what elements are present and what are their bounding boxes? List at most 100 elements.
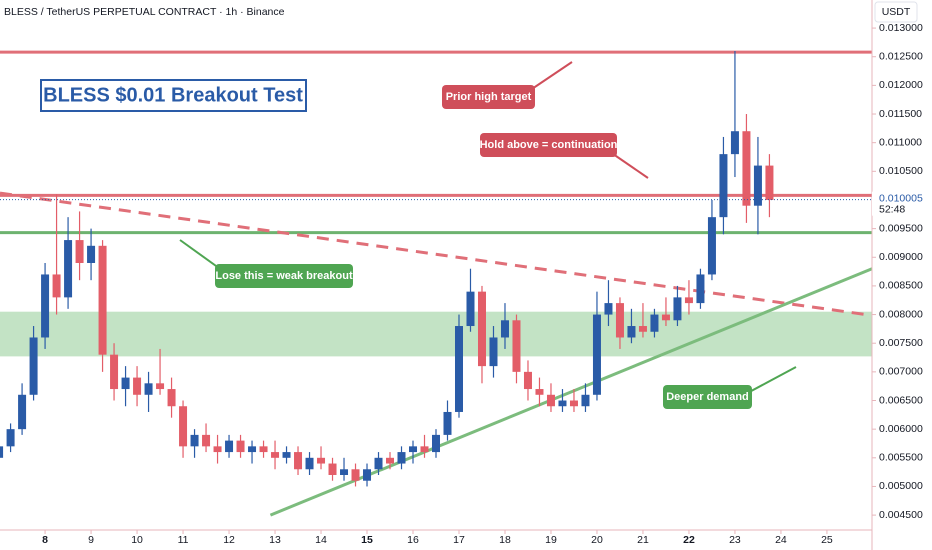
x-tick-label: 9 bbox=[88, 534, 94, 546]
price-tag-countdown: 52:48 bbox=[879, 203, 905, 215]
header: BLESS / TetherUS PERPETUAL CONTRACT · 1h… bbox=[4, 6, 285, 18]
x-tick-label: 20 bbox=[591, 534, 603, 546]
plot-area bbox=[0, 50, 873, 517]
y-tick-label: 0.010500 bbox=[879, 165, 923, 177]
x-tick-label: 10 bbox=[131, 534, 143, 546]
y-tick-label: 0.005000 bbox=[879, 480, 923, 492]
y-tick-label: 0.011500 bbox=[879, 108, 922, 120]
candle-body bbox=[650, 314, 659, 332]
candle-body bbox=[466, 291, 475, 327]
callout-text: Lose this = weak breakout bbox=[215, 270, 353, 282]
callout-text: Deeper demand bbox=[666, 391, 749, 403]
candle-body bbox=[765, 165, 774, 200]
callout-text: Prior high target bbox=[446, 91, 532, 103]
candle-body bbox=[6, 429, 15, 447]
x-tick-label: 25 bbox=[821, 534, 833, 546]
candle-body bbox=[443, 411, 452, 435]
y-tick-label: 0.007500 bbox=[879, 337, 923, 349]
candle-body bbox=[500, 320, 509, 338]
candle-body bbox=[133, 377, 142, 395]
candle-body bbox=[225, 440, 234, 453]
chart-title: BLESS $0.01 Breakout Test bbox=[43, 84, 303, 106]
candle-body bbox=[363, 469, 372, 481]
candle-body bbox=[121, 377, 130, 390]
candle-body bbox=[581, 394, 590, 407]
candle-body bbox=[282, 452, 291, 458]
candle-body bbox=[87, 245, 96, 263]
candle-body bbox=[98, 245, 107, 355]
candle-body bbox=[29, 337, 38, 395]
candle-body bbox=[167, 389, 176, 407]
x-tick-label: 17 bbox=[453, 534, 465, 546]
candle-body bbox=[259, 446, 268, 453]
candle-body bbox=[351, 469, 360, 481]
candle-body bbox=[340, 469, 349, 475]
y-tick-label: 0.005500 bbox=[879, 452, 923, 464]
candle-body bbox=[638, 326, 647, 332]
candle-body bbox=[202, 434, 211, 447]
candle-body bbox=[627, 326, 636, 338]
candle-body bbox=[569, 400, 578, 407]
candle-body bbox=[615, 303, 624, 338]
y-tick-label: 0.012000 bbox=[879, 79, 923, 91]
candle-body bbox=[248, 446, 257, 453]
x-tick-label: 13 bbox=[269, 534, 281, 546]
candle-body bbox=[18, 394, 27, 430]
callout-box bbox=[663, 385, 752, 409]
y-tick-label: 0.011000 bbox=[879, 136, 922, 148]
x-tick-label: 23 bbox=[729, 534, 741, 546]
y-tick-label: 0.008000 bbox=[879, 308, 923, 320]
candle-body bbox=[271, 452, 280, 458]
x-tick-label: 16 bbox=[407, 534, 419, 546]
candle-body bbox=[684, 297, 693, 304]
candle-body bbox=[213, 446, 222, 453]
candle-body bbox=[75, 240, 84, 263]
x-tick-label: 14 bbox=[315, 534, 327, 546]
candle-body bbox=[52, 274, 61, 298]
y-tick-label: 0.013000 bbox=[879, 22, 923, 34]
y-tick-label: 0.008500 bbox=[879, 280, 923, 292]
candle-body bbox=[558, 400, 567, 407]
candle-body bbox=[110, 354, 119, 390]
candle-body bbox=[156, 383, 165, 390]
candle-body bbox=[523, 371, 532, 390]
candle-body bbox=[432, 434, 440, 453]
x-tick-label: 21 bbox=[637, 534, 649, 546]
callout-text: Hold above = continuation bbox=[480, 139, 618, 151]
candle-body bbox=[144, 383, 153, 395]
price-tag-value: 0.010005 bbox=[879, 192, 923, 204]
candle-body bbox=[535, 389, 544, 395]
candle-body bbox=[409, 446, 418, 453]
candle-body bbox=[592, 314, 601, 395]
unit: USDT bbox=[882, 6, 911, 18]
candle-body bbox=[328, 463, 337, 475]
x-tick-label: 11 bbox=[178, 534, 189, 546]
y-tick-label: 0.009500 bbox=[879, 222, 923, 234]
candle-body bbox=[305, 457, 314, 470]
candle-body bbox=[489, 337, 498, 367]
price-tag bbox=[872, 191, 932, 216]
candle-body bbox=[673, 297, 682, 321]
candle-body bbox=[512, 320, 521, 372]
x-tick-label: 19 bbox=[545, 534, 557, 546]
candle-body bbox=[0, 446, 4, 458]
candle-body bbox=[604, 303, 613, 315]
y-tick-label: 0.004500 bbox=[879, 509, 923, 521]
candle-body bbox=[41, 274, 50, 338]
candle-body bbox=[317, 457, 326, 464]
candle-body bbox=[179, 406, 188, 447]
y-tick-label: 0.006500 bbox=[879, 394, 923, 406]
candle-body bbox=[420, 446, 429, 453]
candle-body bbox=[661, 314, 670, 321]
candle-body bbox=[696, 274, 705, 304]
unit-box bbox=[874, 1, 918, 23]
y-tick-label: 0.007000 bbox=[879, 366, 923, 378]
candle-body bbox=[454, 326, 463, 412]
title-box bbox=[40, 79, 307, 112]
y-tick-label: 0.012500 bbox=[879, 51, 923, 63]
candle-body bbox=[386, 457, 395, 464]
candle-body bbox=[64, 240, 73, 298]
candle-body bbox=[397, 452, 406, 464]
x-tick-label: 15 bbox=[361, 534, 373, 546]
candle-body bbox=[477, 291, 486, 367]
